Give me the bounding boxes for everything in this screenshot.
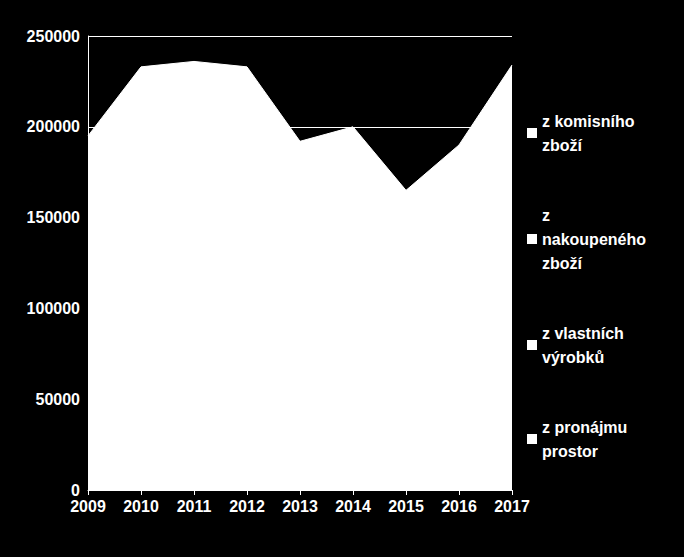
svg-text:z pronájmu: z pronájmu: [542, 419, 632, 436]
svg-text:2009: 2009: [70, 498, 106, 515]
svg-text:zboží: zboží: [542, 255, 583, 272]
svg-text:2016: 2016: [441, 498, 477, 515]
svg-text:prostor: prostor: [542, 443, 598, 460]
svg-text:2015: 2015: [388, 498, 424, 515]
svg-text:50000: 50000: [36, 391, 81, 408]
svg-text:nakoupeného: nakoupeného: [542, 231, 650, 248]
svg-text:2011: 2011: [177, 498, 212, 515]
svg-text:z vlastních: z vlastních: [542, 325, 628, 342]
svg-text:2013: 2013: [282, 498, 318, 515]
svg-text:z komisního: z komisního: [542, 113, 639, 130]
svg-text:100000: 100000: [27, 300, 80, 317]
svg-text:150000: 150000: [27, 209, 80, 226]
svg-text:2017: 2017: [494, 498, 530, 515]
svg-text:0: 0: [71, 482, 80, 499]
svg-text:2012: 2012: [229, 498, 265, 515]
svg-text:výrobků: výrobků: [542, 349, 604, 366]
svg-text:2010: 2010: [123, 498, 159, 515]
svg-text:2014: 2014: [335, 498, 371, 515]
svg-text:200000: 200000: [27, 118, 80, 135]
svg-text:250000: 250000: [27, 28, 80, 45]
svg-text:z: z: [542, 207, 554, 224]
svg-text:zboží: zboží: [542, 137, 583, 154]
